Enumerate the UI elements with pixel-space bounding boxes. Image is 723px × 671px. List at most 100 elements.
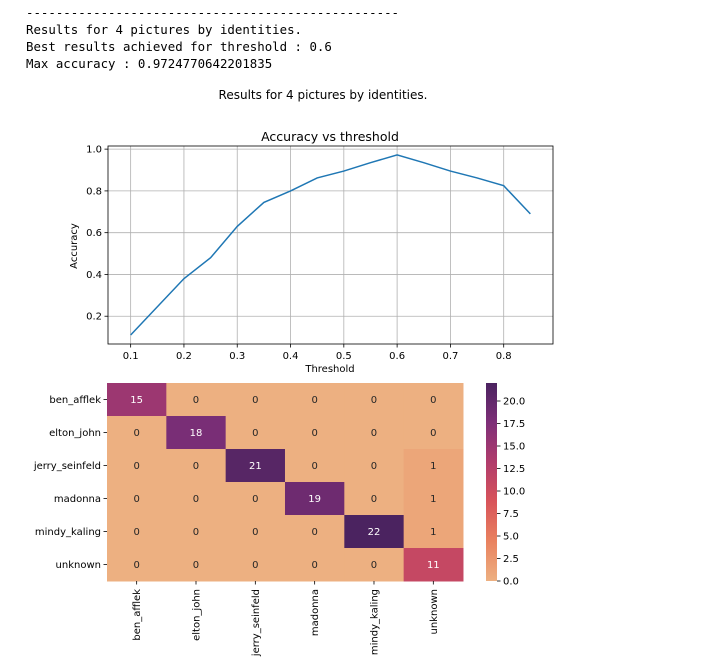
heatmap-cell xyxy=(284,515,345,549)
heatmap-row-label: elton_john xyxy=(49,428,101,439)
line-chart-grid xyxy=(108,146,553,344)
x-tick-label: 0.2 xyxy=(176,351,192,362)
heatmap-cell xyxy=(225,482,286,516)
heatmap-cell xyxy=(284,383,345,417)
y-tick-label: 0.4 xyxy=(86,270,102,281)
confusion-heatmap: 15 0 0 0 0 0 0 18 0 0 0 0 0 0 21 0 0 1 0 0 0 19 0 1 0 0 0 0 22 1 0 0 0 0 0… xyxy=(33,383,464,657)
heatmap-cell xyxy=(107,515,167,549)
heatmap-cell-value: 11 xyxy=(427,560,440,571)
colorbar-tick-label: 17.5 xyxy=(503,419,525,430)
heatmap-cell xyxy=(403,548,464,582)
heatmap-cell-value: 0 xyxy=(133,494,139,505)
line-chart-x-ticks: 0.1 0.2 0.3 0.4 0.5 0.6 0.7 0.8 xyxy=(123,344,512,362)
heatmap-cell-value: 0 xyxy=(193,395,199,406)
heatmap-column-label: ben_afflek xyxy=(132,589,143,641)
heatmap-cell xyxy=(107,548,167,582)
heatmap-cell xyxy=(166,515,227,549)
console-separator: ----------------------------------------… xyxy=(26,5,399,20)
heatmap-row-label: jerry_seinfeld xyxy=(33,461,101,472)
heatmap-row-label: ben_afflek xyxy=(49,395,101,406)
line-chart-title: Accuracy vs threshold xyxy=(261,129,399,144)
heatmap-cell-value: 0 xyxy=(311,560,317,571)
heatmap-cell xyxy=(225,416,286,450)
x-tick-label: 0.4 xyxy=(283,351,299,362)
heatmap-cell-value: 0 xyxy=(430,428,436,439)
line-chart: Accuracy vs threshold 0.1 0.2 0.3 0.4 0.5 0.6… xyxy=(69,129,554,375)
heatmap-cell xyxy=(284,482,345,516)
heatmap-column-label: madonna xyxy=(310,589,321,636)
heatmap-cell xyxy=(166,383,227,417)
heatmap-cell-value: 0 xyxy=(371,560,377,571)
console-line-accuracy: Max accuracy : 0.9724770642201835 xyxy=(26,56,273,71)
colorbar-tick-label: 12.5 xyxy=(503,464,525,475)
heatmap-cell xyxy=(107,416,167,450)
heatmap-cell-value: 0 xyxy=(193,494,199,505)
heatmap-column-label: jerry_seinfeld xyxy=(251,589,262,657)
line-chart-frame xyxy=(107,145,554,345)
colorbar-gradient xyxy=(486,383,497,581)
heatmap-row-label: unknown xyxy=(56,560,101,571)
x-tick-label: 0.7 xyxy=(442,351,458,362)
colorbar-ticks: 0.0 2.5 5.0 7.5 10.0 12.5 15.0 17.5 20.0 xyxy=(497,397,525,588)
heatmap-cell-value: 19 xyxy=(308,494,321,505)
heatmap-cell-value: 0 xyxy=(133,527,139,538)
heatmap-cell-value: 0 xyxy=(193,560,199,571)
heatmap-cell xyxy=(403,449,464,483)
heatmap-row-label: mindy_kaling xyxy=(35,527,101,538)
heatmap-cell xyxy=(284,548,345,582)
accuracy-line xyxy=(130,154,531,336)
colorbar-tick-label: 0.0 xyxy=(503,577,519,588)
heatmap-column-label: elton_john xyxy=(191,589,202,641)
heatmap-cell-value: 0 xyxy=(371,428,377,439)
heatmap-colorbar: 0.0 2.5 5.0 7.5 10.0 12.5 15.0 17.5 20.0 xyxy=(486,383,525,588)
heatmap-column-label: unknown xyxy=(429,589,440,634)
heatmap-cell-value: 0 xyxy=(371,494,377,505)
colorbar-tick-label: 20.0 xyxy=(503,397,525,408)
console-output: ----------------------------------------… xyxy=(26,4,399,72)
heatmap-cell xyxy=(403,515,464,549)
figure-suptitle: Results for 4 pictures by identities. xyxy=(218,88,428,102)
heatmap-cell xyxy=(225,548,286,582)
heatmap-cell xyxy=(344,515,405,549)
console-line-threshold: Best results achieved for threshold : 0.… xyxy=(26,39,332,54)
heatmap-cell-value: 0 xyxy=(371,395,377,406)
heatmap-cell xyxy=(284,416,345,450)
x-tick-label: 0.6 xyxy=(389,351,405,362)
line-chart-x-label: Threshold xyxy=(304,364,354,375)
colorbar-tick-label: 10.0 xyxy=(503,487,525,498)
heatmap-cell xyxy=(166,416,227,450)
heatmap-cell xyxy=(107,383,167,417)
colorbar-tick-label: 15.0 xyxy=(503,442,525,453)
heatmap-cell xyxy=(107,449,167,483)
x-tick-label: 0.8 xyxy=(496,351,512,362)
heatmap-cell-value: 1 xyxy=(430,461,436,472)
heatmap-cell-value: 22 xyxy=(368,527,381,538)
heatmap-cell-value: 0 xyxy=(133,461,139,472)
heatmap-cell-value: 0 xyxy=(430,395,436,406)
colorbar-tick-label: 5.0 xyxy=(503,532,519,543)
heatmap-cell-value: 0 xyxy=(133,428,139,439)
colorbar-tick-label: 2.5 xyxy=(503,554,519,565)
heatmap-cell-value: 0 xyxy=(252,395,258,406)
heatmap-row-label: madonna xyxy=(54,494,101,505)
heatmap-cell-value: 0 xyxy=(193,527,199,538)
heatmap-cell-value: 1 xyxy=(430,494,436,505)
heatmap-cell-value: 0 xyxy=(133,560,139,571)
heatmap-cell-value: 21 xyxy=(249,461,262,472)
heatmap-row-labels: ben_afflek elton_john jerry_seinfeldmadonn… xyxy=(33,395,107,571)
heatmap-cell-value: 0 xyxy=(193,461,199,472)
heatmap-cell xyxy=(225,515,286,549)
y-tick-label: 1.0 xyxy=(86,145,102,156)
heatmap-cell xyxy=(344,383,405,417)
y-tick-label: 0.2 xyxy=(86,312,102,323)
console-line-results: Results for 4 pictures by identities. xyxy=(26,22,303,37)
heatmap-cell xyxy=(403,416,464,450)
y-tick-label: 0.6 xyxy=(86,228,102,239)
heatmap-cell xyxy=(344,482,405,516)
heatmap-cell xyxy=(107,482,167,516)
line-chart-y-ticks: 0.2 0.4 0.6 0.8 1.0 xyxy=(86,145,108,323)
heatmap-cell-value: 18 xyxy=(190,428,203,439)
heatmap-cell xyxy=(344,449,405,483)
heatmap-cell xyxy=(284,449,345,483)
